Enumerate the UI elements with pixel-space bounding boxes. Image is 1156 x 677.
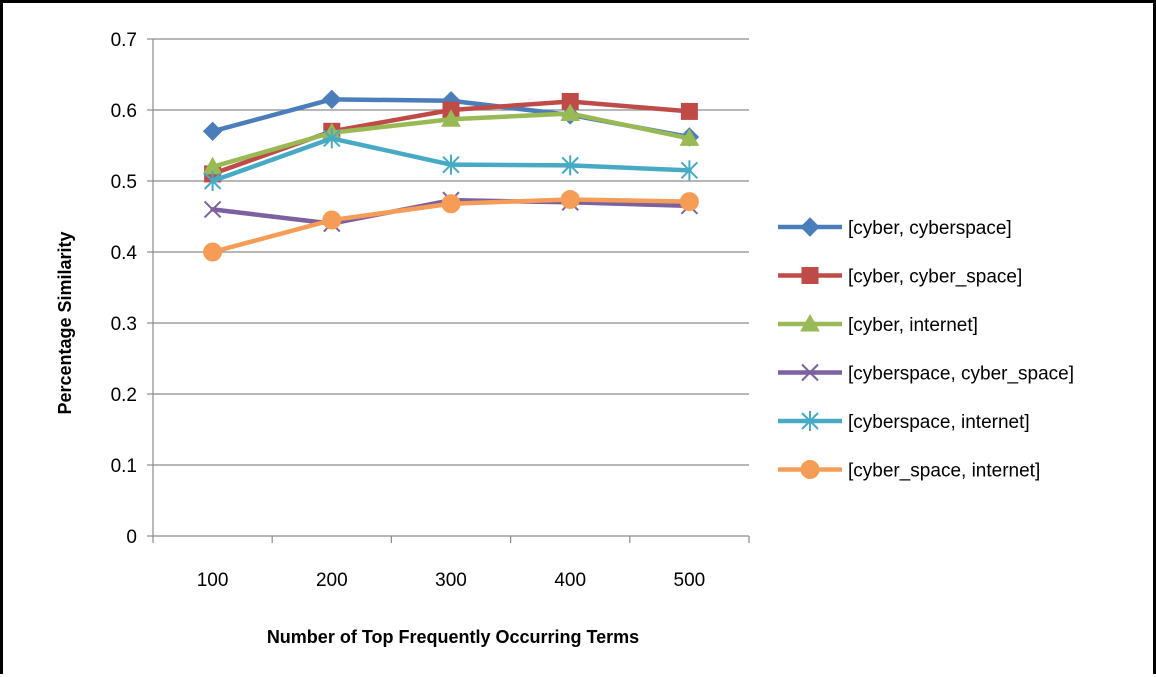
data-point bbox=[442, 154, 460, 175]
y-tick-labels: 0 0.1 0.2 0.3 0.4 0.5 0.6 0.7 bbox=[111, 30, 138, 548]
x-tick-labels: 100 200 300 400 500 bbox=[197, 570, 706, 591]
legend-item: [cyberspace, cyber_space] bbox=[778, 364, 1074, 385]
data-point bbox=[680, 160, 699, 181]
y-tick-label: 0.1 bbox=[111, 456, 137, 477]
series-2 bbox=[202, 103, 700, 175]
legend-marker bbox=[801, 363, 819, 382]
legend-item: [cyber_space, internet] bbox=[778, 460, 1040, 482]
x-axis-title: Number of Top Frequently Occurring Terms bbox=[267, 627, 639, 647]
y-tick-label: 0.7 bbox=[111, 30, 137, 51]
x-tick-label: 300 bbox=[435, 570, 467, 591]
x-tick-label: 400 bbox=[554, 570, 586, 591]
legend-item: [cyber, cyberspace] bbox=[778, 217, 1012, 239]
y-tick-label: 0.6 bbox=[111, 101, 137, 122]
y-axis-title: Percentage Similarity bbox=[55, 231, 75, 414]
legend-marker bbox=[801, 411, 819, 431]
legend-label: [cyber, cyberspace] bbox=[848, 218, 1012, 239]
legend-label: [cyberspace, internet] bbox=[848, 412, 1030, 433]
legend-label: [cyber, internet] bbox=[848, 315, 978, 336]
data-point bbox=[680, 102, 698, 120]
legend-marker bbox=[800, 313, 820, 332]
series-lines bbox=[202, 89, 700, 262]
x-tick-label: 100 bbox=[197, 570, 229, 591]
data-point bbox=[441, 109, 461, 127]
legend: [cyber, cyberspace] [cyber, cyber_space] [… bbox=[778, 217, 1074, 482]
series-4 bbox=[203, 128, 699, 191]
legend-marker bbox=[800, 217, 820, 237]
line-chart: 0 0.1 0.2 0.3 0.4 0.5 0.6 0.7 100 200 300 400 500 P… bbox=[55, 30, 1074, 647]
legend-label: [cyber_space, internet] bbox=[848, 461, 1040, 482]
data-point bbox=[561, 155, 579, 176]
marker-stroke bbox=[203, 200, 222, 219]
legend-label: [cyber, cyber_space] bbox=[848, 267, 1022, 288]
data-point bbox=[203, 242, 223, 262]
legend-label: [cyberspace, cyber_space] bbox=[848, 364, 1074, 385]
data-point bbox=[679, 128, 700, 146]
data-point bbox=[322, 89, 342, 110]
y-tick-label: 0.2 bbox=[111, 385, 137, 406]
data-point bbox=[202, 121, 223, 142]
x-tick-label: 200 bbox=[316, 570, 348, 591]
legend-marker bbox=[800, 460, 820, 479]
legend-item: [cyberspace, internet] bbox=[778, 411, 1030, 433]
y-tick-label: 0 bbox=[126, 527, 137, 548]
data-point bbox=[203, 200, 222, 219]
series-5 bbox=[203, 189, 699, 262]
data-point bbox=[560, 103, 581, 122]
axes bbox=[147, 38, 750, 543]
legend-marker bbox=[801, 267, 819, 284]
y-tick-label: 0.4 bbox=[111, 243, 138, 264]
marker-stroke bbox=[801, 363, 819, 382]
data-point bbox=[679, 192, 699, 212]
y-tick-label: 0.5 bbox=[111, 172, 137, 193]
data-point bbox=[441, 194, 461, 214]
legend-item: [cyber, cyber_space] bbox=[778, 267, 1022, 288]
data-point bbox=[203, 171, 222, 191]
data-point bbox=[322, 210, 342, 230]
data-point bbox=[560, 189, 580, 209]
x-tick-label: 500 bbox=[674, 570, 706, 591]
legend-item: [cyber, internet] bbox=[778, 313, 978, 336]
y-tick-label: 0.3 bbox=[111, 314, 137, 335]
data-point bbox=[323, 128, 341, 149]
